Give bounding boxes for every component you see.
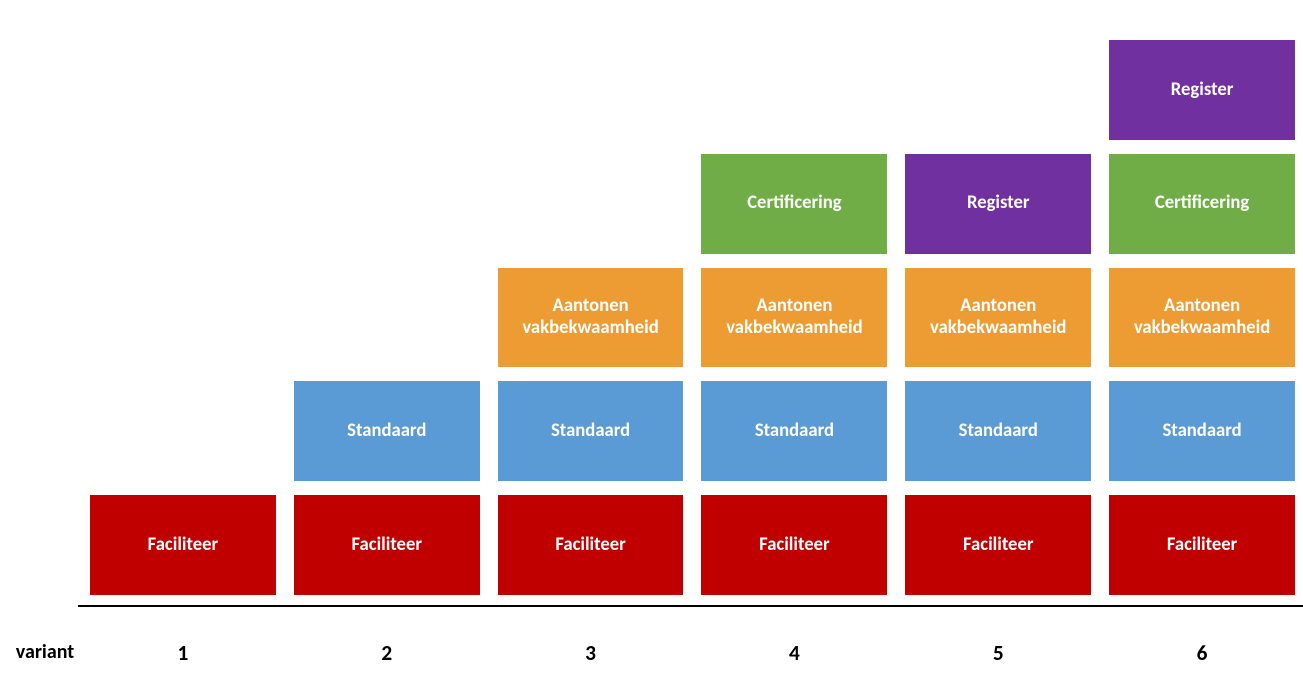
x-tick-6: 6 — [1109, 640, 1295, 666]
block-standaard: Standaard — [905, 381, 1091, 481]
block-aantonen: Aantonen vakbekwaamheid — [498, 268, 684, 368]
block-faciliteer: Faciliteer — [701, 495, 887, 595]
block-register: Register — [1109, 40, 1295, 140]
block-aantonen: Aantonen vakbekwaamheid — [701, 268, 887, 368]
x-tick-3: 3 — [498, 640, 684, 666]
x-axis-line — [78, 605, 1303, 607]
block-faciliteer: Faciliteer — [498, 495, 684, 595]
block-standaard: Standaard — [701, 381, 887, 481]
block-grid: FaciliteerFaciliteerFaciliteerFaciliteer… — [90, 40, 1295, 595]
block-standaard: Standaard — [1109, 381, 1295, 481]
block-faciliteer: Faciliteer — [90, 495, 276, 595]
block-aantonen: Aantonen vakbekwaamheid — [1109, 268, 1295, 368]
block-faciliteer: Faciliteer — [905, 495, 1091, 595]
x-tick-1: 1 — [90, 640, 276, 666]
block-certificering: Certificering — [701, 154, 887, 254]
block-aantonen: Aantonen vakbekwaamheid — [905, 268, 1091, 368]
x-tick-5: 5 — [905, 640, 1091, 666]
block-register: Register — [905, 154, 1091, 254]
block-faciliteer: Faciliteer — [1109, 495, 1295, 595]
x-tick-2: 2 — [294, 640, 480, 666]
block-faciliteer: Faciliteer — [294, 495, 480, 595]
block-standaard: Standaard — [294, 381, 480, 481]
block-standaard: Standaard — [498, 381, 684, 481]
block-certificering: Certificering — [1109, 154, 1295, 254]
x-tick-4: 4 — [702, 640, 888, 666]
variant-diagram: FaciliteerFaciliteerFaciliteerFaciliteer… — [0, 0, 1303, 699]
x-axis-title: variant — [0, 640, 90, 664]
